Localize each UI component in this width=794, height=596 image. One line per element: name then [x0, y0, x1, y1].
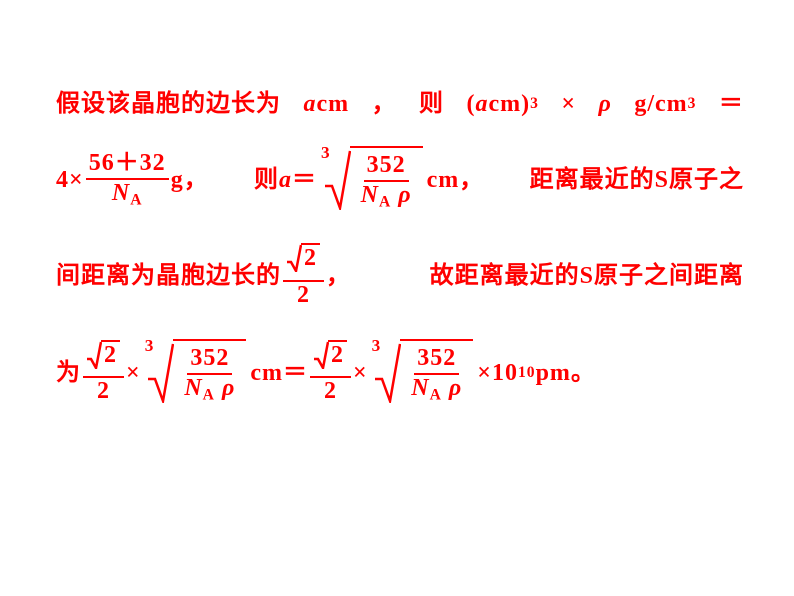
- frac-den: 2: [294, 282, 313, 310]
- NA-sub: A: [130, 191, 142, 208]
- unit-cm: cm: [427, 168, 460, 192]
- exp: 10: [518, 365, 536, 381]
- text: 距离最近的: [530, 168, 655, 192]
- text: 则: [254, 168, 279, 192]
- cube-root: 3 352 NA ρ: [372, 339, 474, 406]
- radical-icon: [148, 343, 174, 403]
- NA: N: [112, 180, 130, 206]
- NA-sub: A: [203, 386, 215, 403]
- text: 故距离最近的: [430, 264, 580, 288]
- NA: N: [184, 375, 202, 401]
- comma: ，: [184, 168, 209, 192]
- square-root: 2: [87, 340, 120, 370]
- equals: ＝: [283, 361, 308, 385]
- comma: ，: [326, 264, 351, 288]
- var-rho: ρ: [391, 182, 411, 208]
- equals: ＝: [292, 168, 317, 192]
- ten: 10: [492, 361, 518, 385]
- text: 假设该晶胞的边长为: [56, 92, 281, 116]
- frac-num: 352: [414, 345, 459, 375]
- frac-num: 56＋32: [86, 150, 169, 180]
- text: 原子之间距离: [594, 264, 744, 288]
- var-a: a: [279, 168, 292, 192]
- fraction: 352 NA ρ: [181, 345, 238, 404]
- var-a: a: [475, 92, 488, 116]
- fraction: 2 2: [310, 340, 351, 406]
- var-a: a: [303, 92, 316, 116]
- times: ×: [69, 168, 84, 192]
- cube-root: 3 352 NA ρ: [145, 339, 247, 406]
- period: 。: [571, 361, 596, 385]
- var-rho: ρ: [215, 375, 235, 401]
- line-4: 为 2 2 × 3 352 NA ρ: [56, 339, 744, 406]
- solution-text: 假设该晶胞的边长为 a cm ， 则 (a cm)3 × ρ g/cm3 ＝ 4…: [56, 92, 744, 436]
- fraction: 2 2: [83, 340, 124, 406]
- NA: N: [411, 375, 429, 401]
- text: 间距离为晶胞边长的: [56, 264, 281, 288]
- cube-root: 3 352 NA ρ: [321, 146, 423, 213]
- radical-icon: [375, 343, 401, 403]
- times: ×: [126, 361, 141, 385]
- comma: ，: [372, 92, 397, 116]
- S: S: [655, 168, 669, 192]
- unit-cm: cm: [250, 361, 283, 385]
- square-root: 2: [314, 340, 347, 370]
- unit-cm: cm): [488, 92, 530, 116]
- exp: 3: [530, 96, 539, 112]
- square-root: 2: [287, 243, 320, 273]
- NA-sub: A: [430, 386, 442, 403]
- NA-sub: A: [379, 193, 391, 210]
- num-4: 4: [56, 168, 69, 192]
- var-rho: ρ: [599, 92, 612, 116]
- text: 原子之: [669, 168, 744, 192]
- page: 假设该晶胞的边长为 a cm ， 则 (a cm)3 × ρ g/cm3 ＝ 4…: [0, 0, 794, 596]
- S: S: [580, 264, 594, 288]
- unit-cm: cm: [316, 92, 349, 116]
- radical-icon: [314, 341, 329, 369]
- line-1: 假设该晶胞的边长为 a cm ， 则 (a cm)3 × ρ g/cm3 ＝: [56, 92, 744, 116]
- times: ×: [353, 361, 368, 385]
- fraction: 2 2: [283, 243, 324, 309]
- lpar: (: [466, 92, 475, 116]
- unit-pm: pm: [536, 361, 571, 385]
- frac-num: 352: [187, 345, 232, 375]
- fraction: 56＋32 NA: [86, 150, 169, 209]
- times: ×: [477, 361, 492, 385]
- radicand: 2: [101, 340, 120, 370]
- frac-den: 2: [321, 378, 340, 406]
- fraction: 352 NA ρ: [408, 345, 465, 404]
- radical-icon: [287, 244, 302, 272]
- radical-icon: [87, 341, 102, 369]
- frac-den: 2: [94, 378, 113, 406]
- radicand: 2: [328, 340, 347, 370]
- line-2: 4× 56＋32 NA g， 则 a＝ 3 352 NA ρ: [56, 146, 744, 213]
- unit-gcm: g/cm: [634, 92, 687, 116]
- var-rho: ρ: [442, 375, 462, 401]
- fraction: 352 NA ρ: [358, 152, 415, 211]
- exp: 3: [688, 96, 697, 112]
- comma: ，: [459, 168, 484, 192]
- times: ×: [561, 92, 576, 116]
- line-3: 间距离为晶胞边长的 2 2 ， 故距离最近的 S 原子之间距离: [56, 243, 744, 309]
- radicand: 2: [301, 243, 320, 273]
- unit-g: g: [171, 168, 184, 192]
- NA: N: [361, 182, 379, 208]
- equals: ＝: [719, 92, 744, 116]
- text: 为: [56, 361, 81, 385]
- radical-icon: [325, 150, 351, 210]
- text: 则: [419, 92, 444, 116]
- frac-num: 352: [364, 152, 409, 182]
